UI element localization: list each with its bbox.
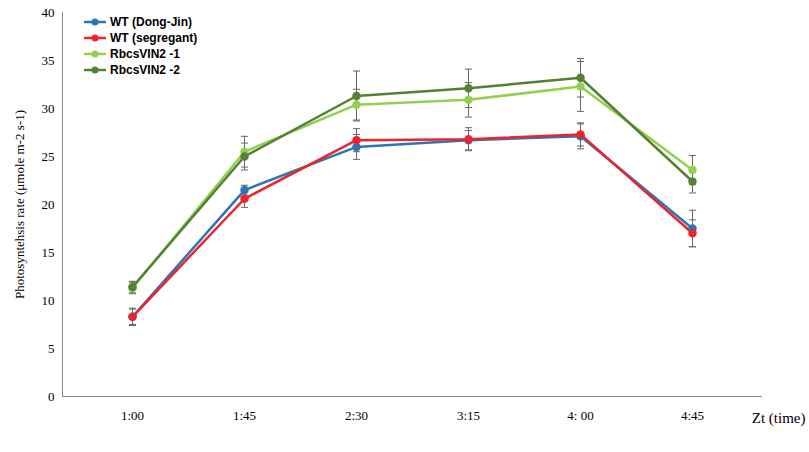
svg-text:25: 25 bbox=[42, 149, 55, 164]
svg-text:2:30: 2:30 bbox=[345, 408, 368, 423]
svg-text:40: 40 bbox=[42, 5, 55, 20]
svg-text:0: 0 bbox=[48, 389, 55, 404]
svg-text:4:45: 4:45 bbox=[681, 408, 704, 423]
svg-text:3:15: 3:15 bbox=[457, 408, 480, 423]
html-text:WT (segregant): WT (segregant) bbox=[110, 31, 198, 45]
svg-text:20: 20 bbox=[42, 197, 55, 212]
html-text:RbcsVIN2 -2: RbcsVIN2 -2 bbox=[110, 63, 180, 77]
svg-text:5: 5 bbox=[48, 341, 55, 356]
svg-text:4: 00: 4: 00 bbox=[567, 408, 593, 423]
html-text:WT (Dong-Jin): WT (Dong-Jin) bbox=[110, 15, 192, 29]
svg-text:10: 10 bbox=[42, 293, 55, 308]
svg-text:35: 35 bbox=[42, 53, 55, 68]
html-text:RbcsVIN2 -1: RbcsVIN2 -1 bbox=[110, 47, 180, 61]
svg-text:30: 30 bbox=[42, 101, 55, 116]
svg-text:Photosyntehsis rate (μmole m-2: Photosyntehsis rate (μmole m-2 s-1) bbox=[12, 110, 27, 299]
svg-text:1:45: 1:45 bbox=[233, 408, 256, 423]
svg-text:1:00: 1:00 bbox=[121, 408, 144, 423]
svg-text:15: 15 bbox=[42, 245, 55, 260]
svg-text:Zt (time): Zt (time) bbox=[752, 410, 806, 427]
